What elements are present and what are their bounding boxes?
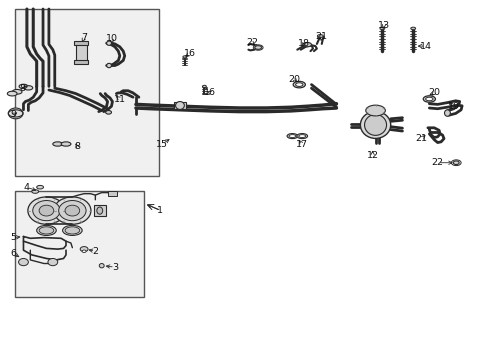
Ellipse shape	[360, 112, 390, 139]
Text: 16: 16	[183, 49, 195, 58]
Ellipse shape	[425, 97, 432, 101]
Text: 22: 22	[431, 158, 443, 167]
Circle shape	[33, 201, 60, 221]
Ellipse shape	[37, 185, 43, 189]
Circle shape	[28, 197, 65, 224]
Circle shape	[39, 205, 54, 216]
Ellipse shape	[106, 41, 111, 45]
Text: 16: 16	[204, 89, 216, 98]
Ellipse shape	[97, 207, 102, 214]
Ellipse shape	[99, 264, 104, 268]
Text: 1: 1	[157, 206, 163, 215]
Text: 5: 5	[11, 233, 17, 242]
Ellipse shape	[295, 83, 303, 86]
Ellipse shape	[37, 225, 56, 235]
Ellipse shape	[53, 142, 62, 146]
Ellipse shape	[19, 84, 28, 89]
Ellipse shape	[302, 42, 311, 47]
Circle shape	[48, 258, 58, 266]
Bar	[15, 191, 144, 297]
Circle shape	[65, 205, 80, 216]
Bar	[74, 60, 88, 64]
Text: 22: 22	[245, 38, 257, 47]
Text: 8: 8	[74, 143, 80, 152]
Ellipse shape	[364, 114, 386, 135]
Ellipse shape	[62, 225, 82, 235]
Ellipse shape	[105, 111, 111, 114]
Text: 15: 15	[156, 140, 168, 149]
Ellipse shape	[80, 247, 88, 252]
Bar	[15, 9, 159, 176]
Text: 21: 21	[315, 32, 327, 41]
Ellipse shape	[32, 190, 39, 193]
Ellipse shape	[202, 85, 206, 87]
Circle shape	[19, 258, 28, 266]
Bar	[107, 191, 117, 196]
Text: 7: 7	[81, 33, 87, 42]
Ellipse shape	[7, 91, 17, 96]
Text: 9: 9	[11, 110, 17, 119]
Ellipse shape	[298, 135, 305, 138]
Ellipse shape	[61, 142, 71, 146]
Ellipse shape	[444, 110, 449, 116]
Ellipse shape	[254, 46, 261, 49]
Ellipse shape	[288, 135, 295, 138]
Text: 4: 4	[24, 183, 30, 192]
Ellipse shape	[24, 86, 33, 90]
Text: 21: 21	[415, 134, 427, 143]
Text: 18: 18	[298, 39, 309, 48]
Text: 10: 10	[105, 34, 117, 43]
Text: 8: 8	[19, 84, 25, 93]
Text: 19: 19	[447, 102, 459, 111]
Text: 13: 13	[377, 21, 389, 30]
Text: 2: 2	[92, 247, 98, 256]
Circle shape	[8, 108, 23, 119]
Ellipse shape	[317, 35, 323, 37]
Ellipse shape	[106, 63, 111, 68]
Text: 20: 20	[288, 75, 300, 84]
Bar	[74, 41, 88, 45]
Text: 14: 14	[419, 42, 430, 51]
Ellipse shape	[292, 81, 305, 88]
Ellipse shape	[183, 56, 186, 58]
Text: 11: 11	[114, 95, 125, 104]
Ellipse shape	[286, 134, 297, 139]
Ellipse shape	[65, 227, 80, 234]
Ellipse shape	[422, 96, 434, 102]
Ellipse shape	[452, 161, 458, 165]
Text: 17: 17	[296, 140, 307, 149]
Text: 3: 3	[112, 263, 118, 272]
Ellipse shape	[175, 102, 184, 109]
Text: 6: 6	[11, 249, 17, 258]
Bar	[94, 205, 106, 216]
Ellipse shape	[82, 250, 86, 253]
Ellipse shape	[296, 134, 307, 139]
Bar	[173, 102, 185, 109]
Text: 12: 12	[366, 151, 378, 160]
Ellipse shape	[39, 227, 54, 234]
Ellipse shape	[365, 105, 385, 116]
Circle shape	[59, 201, 86, 221]
Ellipse shape	[379, 27, 384, 30]
Circle shape	[54, 197, 91, 224]
Bar	[76, 44, 86, 61]
Text: 20: 20	[427, 89, 439, 98]
Ellipse shape	[410, 27, 415, 30]
Ellipse shape	[12, 90, 22, 94]
